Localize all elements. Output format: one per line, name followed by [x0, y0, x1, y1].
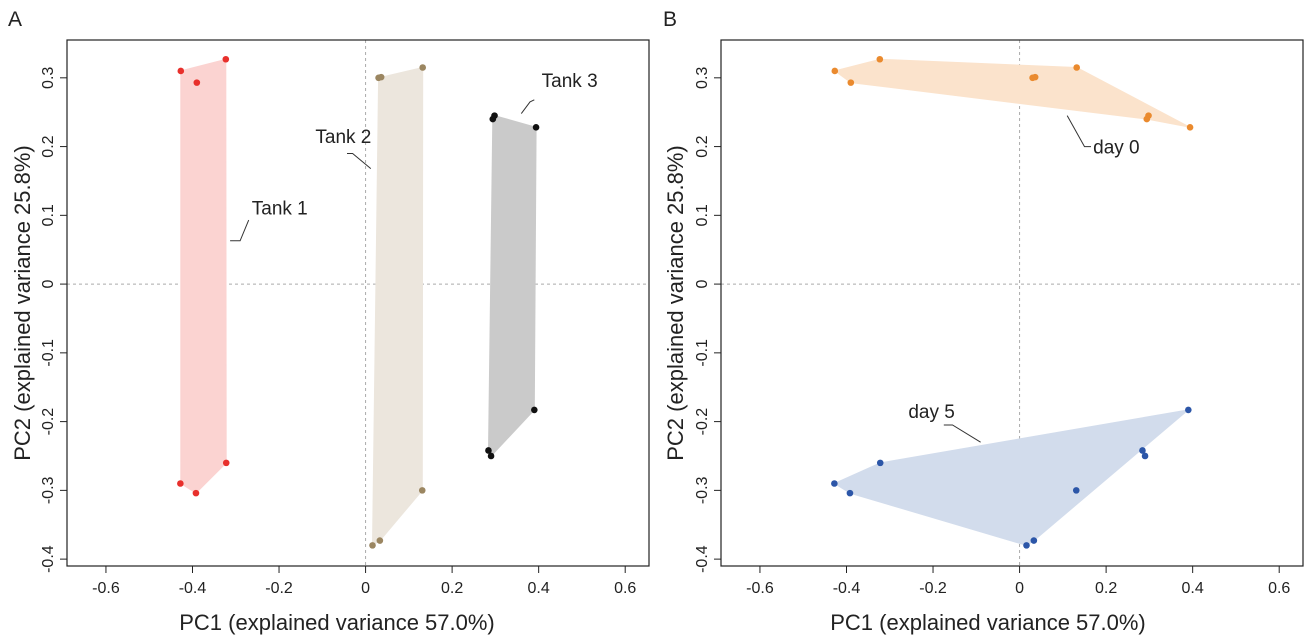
hulls [180, 58, 537, 546]
data-point-day-5 [1030, 537, 1038, 544]
data-point-tank-3 [531, 406, 538, 414]
y-tick-label: -0.2 [40, 408, 57, 436]
y-tick-label: -0.1 [40, 339, 57, 367]
data-point-day-5 [831, 480, 838, 487]
y-tick-label: -0.2 [694, 408, 711, 436]
annotation-leader-tank-1 [230, 219, 250, 242]
data-point-day-0 [1143, 115, 1151, 123]
data-point-day-5 [1072, 487, 1080, 494]
data-point-tank-1 [193, 79, 201, 86]
annotation-label-day-0: day 0 [1093, 137, 1139, 158]
x-tick-label: 0.6 [1268, 580, 1290, 597]
y-ticks: -0.4 -0.3 -0.2 -0.1 0 0.1 0.2 0.3 [40, 67, 67, 573]
zero-lines [67, 40, 649, 566]
x-tick-label: -0.2 [919, 580, 947, 597]
data-point-tank-1 [177, 480, 184, 487]
data-point-day-0 [1031, 73, 1039, 81]
annotation-leader-tank-3 [520, 99, 535, 114]
plot-frame [720, 39, 1304, 567]
data-point-day-5 [1139, 447, 1146, 454]
y-tick-label: 0.1 [40, 204, 57, 226]
y-tick-label: 0.2 [694, 135, 711, 157]
panel-b: B day 0 day 5 -0.6 -0.4 -0.2 0 0.2 0.4 0.6 -0.4… [663, 8, 1304, 635]
data-point-tank-2 [377, 73, 385, 81]
x-axis-title: PC1 (explained variance 57.0%) [830, 610, 1146, 635]
panel-letter: B [663, 8, 677, 31]
hull-tank-1 [180, 58, 227, 494]
y-tick-label: -0.1 [694, 339, 711, 367]
points [831, 55, 1194, 549]
y-axis-title: PC2 (explained variance 25.8%) [663, 145, 688, 461]
data-point-day-5 [876, 459, 884, 467]
data-point-day-0 [1073, 64, 1080, 71]
y-tick-label: -0.4 [694, 545, 711, 573]
x-ticks: -0.6 -0.4 -0.2 0 0.2 0.4 0.6 [92, 566, 636, 597]
y-tick-label: -0.3 [40, 476, 57, 504]
x-tick-label: 0.6 [614, 580, 636, 597]
x-ticks: -0.6 -0.4 -0.2 0 0.2 0.4 0.6 [746, 566, 1290, 597]
data-point-tank-1 [222, 459, 230, 467]
y-tick-label: -0.3 [694, 476, 711, 504]
annotations: day 0 day 5 [908, 115, 1140, 443]
hulls [833, 58, 1191, 546]
x-tick-label: -0.4 [179, 580, 207, 597]
data-point-tank-3 [485, 447, 492, 454]
x-tick-label: 0 [1015, 580, 1024, 597]
data-point-tank-2 [418, 487, 426, 494]
x-tick-label: -0.4 [833, 580, 861, 597]
y-ticks: -0.4 -0.3 -0.2 -0.1 0 0.1 0.2 0.3 [694, 67, 721, 573]
data-point-tank-2 [419, 64, 426, 71]
plot-frame [66, 39, 650, 567]
y-axis-title: PC2 (explained variance 25.8%) [10, 145, 35, 461]
y-tick-label: -0.4 [40, 545, 57, 573]
annotation-leader-day-0 [1066, 115, 1091, 148]
data-point-day-5 [1185, 406, 1192, 414]
data-point-day-0 [876, 55, 884, 63]
annotation-label-day-5: day 5 [908, 402, 954, 423]
annotation-label-tank-3: Tank 3 [542, 71, 598, 92]
data-point-tank-2 [369, 542, 376, 549]
data-point-day-0 [1186, 124, 1194, 131]
data-point-tank-3 [532, 124, 540, 131]
data-point-tank-3 [489, 115, 497, 123]
hull-tank-3 [488, 115, 537, 457]
annotation-label-tank-2: Tank 2 [315, 127, 371, 148]
x-tick-label: 0.4 [1182, 580, 1204, 597]
panel-a: A Tank 1 Tank 2 Tank 3 -0.6 -0.4 -0.2 0 0.2 0.4… [8, 8, 650, 635]
data-point-day-5 [1023, 542, 1030, 549]
x-tick-label: 0.2 [1095, 580, 1117, 597]
y-tick-label: 0.1 [694, 204, 711, 226]
data-point-tank-1 [222, 55, 230, 63]
data-point-day-5 [846, 489, 854, 497]
hull-day-0 [834, 58, 1191, 128]
y-tick-label: 0 [694, 280, 711, 289]
annotation-leader-tank-2 [347, 153, 372, 169]
hull-tank-2 [372, 67, 424, 546]
data-point-tank-3 [487, 452, 495, 460]
hull-day-5 [833, 409, 1189, 546]
panel-letter: A [8, 8, 22, 31]
data-point-tank-1 [177, 67, 185, 75]
annotations: Tank 1 Tank 2 Tank 3 [230, 71, 598, 242]
x-tick-label: -0.2 [265, 580, 293, 597]
x-axis-title: PC1 (explained variance 57.0%) [179, 610, 495, 635]
data-point-tank-1 [192, 489, 200, 497]
y-tick-label: 0.3 [40, 67, 57, 89]
annotation-label-tank-1: Tank 1 [252, 199, 308, 220]
data-point-tank-2 [376, 537, 384, 544]
annotation-leader-day-5 [943, 424, 981, 443]
data-point-day-5 [1141, 452, 1149, 460]
x-tick-label: 0.2 [441, 580, 463, 597]
y-tick-label: 0 [40, 280, 57, 289]
x-tick-label: -0.6 [92, 580, 120, 597]
points [177, 55, 540, 549]
y-tick-label: 0.3 [694, 67, 711, 89]
x-tick-label: -0.6 [746, 580, 774, 597]
y-tick-label: 0.2 [40, 135, 57, 157]
x-tick-label: 0.4 [528, 580, 550, 597]
data-point-day-0 [831, 67, 839, 75]
x-tick-label: 0 [361, 580, 370, 597]
data-point-day-0 [847, 79, 855, 86]
